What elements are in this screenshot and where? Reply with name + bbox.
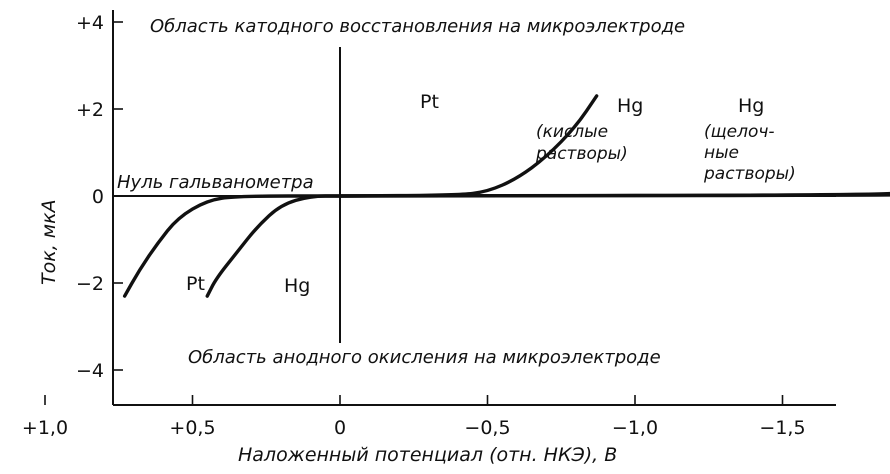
curve-3 bbox=[122, 194, 342, 298]
curve-2 bbox=[338, 193, 890, 198]
curve-label-1: Hg bbox=[617, 95, 643, 117]
curve-label-2: Hg bbox=[738, 95, 764, 117]
curve-label-4: Hg bbox=[284, 275, 310, 297]
x-tick-label-3: 0 bbox=[334, 417, 346, 439]
curve-sublabel-2-0: (щелоч- bbox=[704, 122, 775, 142]
anodic-region-label: Область анодного окисления на микроэлект… bbox=[188, 347, 661, 368]
curve-label-0: Pt bbox=[420, 91, 439, 113]
x-tick-label-4: −0,5 bbox=[464, 417, 510, 439]
curve-sublabel-1-1: растворы) bbox=[535, 144, 628, 164]
x-tick-label-2: +0,5 bbox=[169, 417, 215, 439]
curves: Pt Hg(кислыерастворы)Hg(щелоч-ныерастворы… bbox=[122, 91, 890, 298]
x-tick-label-6: −1,5 bbox=[759, 417, 805, 439]
y-tick-label-4: −4 bbox=[76, 360, 104, 382]
y-tick-label-3: −2 bbox=[76, 273, 104, 295]
axes: +4+20−2−4+1,5+1,0+0,50−0,5−1,0−1,5−2,0−2… bbox=[22, 10, 836, 439]
curve-sublabel-2-1: ные bbox=[704, 143, 739, 163]
y-tick-label-0: +4 bbox=[76, 12, 104, 34]
curve-sublabel-2-2: растворы) bbox=[703, 164, 796, 184]
galvanometer-null-label: Нуль гальванометра bbox=[117, 172, 314, 193]
y-tick-label-1: +2 bbox=[76, 99, 104, 121]
curve-sublabel-1-0: (кислые bbox=[536, 122, 608, 142]
cathodic-region-label: Область катодного восстановления на микр… bbox=[150, 16, 685, 37]
curve-4 bbox=[205, 194, 342, 298]
x-axis-title: Наложенный потенциал (отн. НКЭ), В bbox=[238, 444, 617, 466]
x-tick-label-1: +1,0 bbox=[22, 417, 68, 439]
x-tick-label-5: −1,0 bbox=[612, 417, 658, 439]
y-tick-label-2: 0 bbox=[92, 186, 104, 208]
y-axis-title: Ток, мкА bbox=[38, 199, 60, 285]
curve-label-3: Pt bbox=[186, 273, 205, 295]
